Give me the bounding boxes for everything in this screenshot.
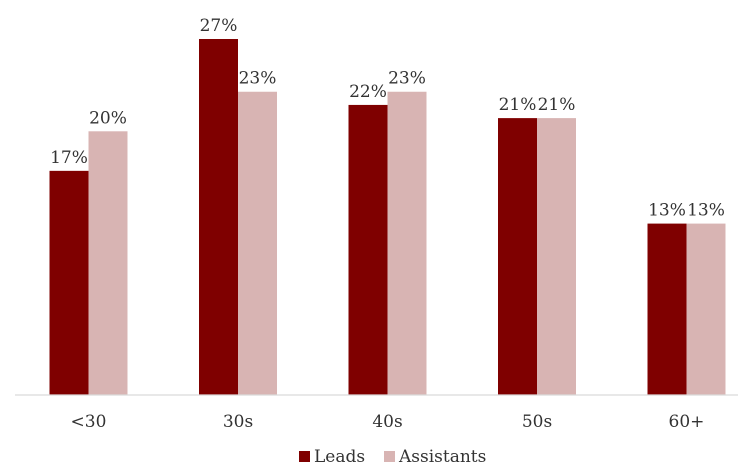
value-label-leads-2: 22% [349, 82, 387, 102]
value-label-leads-0: 17% [50, 148, 88, 168]
bar-assistants-0 [88, 131, 128, 395]
bar-leads-4 [647, 223, 687, 395]
bars-group [49, 39, 726, 396]
value-label-leads-3: 21% [499, 95, 537, 115]
x-tick-labels-group: <30 30s 40s 50s 60+ [71, 412, 705, 432]
legend-label-assistants: Assistants [398, 447, 486, 467]
bar-leads-0 [49, 170, 89, 395]
x-tick-label-4: 60+ [669, 412, 705, 432]
bar-leads-3 [498, 118, 537, 395]
x-tick-label-2: 40s [372, 412, 402, 432]
legend-swatch-assistants [384, 451, 395, 462]
bar-assistants-4 [686, 223, 726, 395]
value-label-assistants-2: 23% [388, 69, 426, 89]
value-label-leads-1: 27% [200, 16, 238, 36]
legend: Leads Assistants [299, 447, 486, 467]
bar-assistants-3 [537, 118, 576, 395]
value-label-leads-4: 13% [648, 201, 686, 221]
value-label-assistants-3: 21% [538, 95, 576, 115]
x-tick-label-3: 50s [522, 412, 552, 432]
bar-leads-1 [199, 39, 238, 395]
legend-label-leads: Leads [314, 447, 365, 467]
value-label-assistants-0: 20% [89, 108, 127, 128]
value-label-assistants-1: 23% [239, 69, 277, 89]
bar-leads-2 [348, 104, 388, 395]
value-label-assistants-4: 13% [687, 201, 725, 221]
x-tick-label-1: 30s [223, 412, 253, 432]
legend-swatch-leads [299, 451, 310, 462]
x-tick-label-0: <30 [71, 412, 107, 432]
bar-assistants-2 [387, 91, 427, 396]
value-labels-group: 17%20%27%23%22%23%21% 21%13% 13% [50, 16, 725, 221]
bar-assistants-1 [238, 91, 277, 396]
